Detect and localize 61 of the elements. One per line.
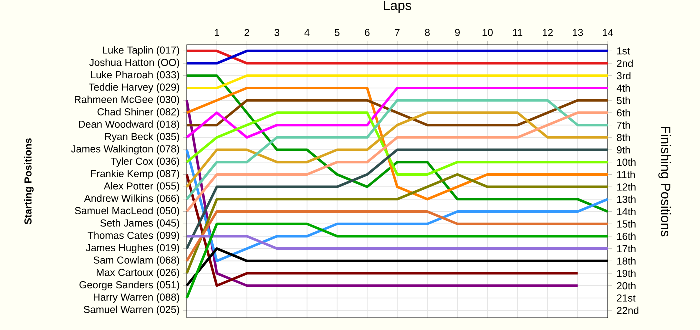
y-tick-label: 5th [617,96,630,104]
x-tick-label: 8 [425,29,430,36]
y-tick-label: 3rd [617,72,631,80]
text: Starting Positions [24,138,34,225]
y-tick-label: 1st [617,48,630,55]
y-tick-label: 16th [617,232,636,240]
text: Frankie Kemp (087) [91,170,180,180]
y-tick-label: 8th [617,134,630,142]
text: Thomas Cates (099) [88,232,180,242]
y-axis-title: Finishing Positions [658,127,672,237]
text: Chad Shiner (082) [98,108,180,118]
y-tick-label: 11th [617,171,636,178]
y-tick-label: 10th [617,158,636,166]
x-tick-label: 9 [455,29,460,36]
y-tick-label: 21st [617,294,636,302]
y-tick-label: 9th [617,146,630,154]
text: George Sanders (051) [80,281,180,291]
x-tick-label: 10 [482,29,493,36]
y-tick-label: 19th [617,270,636,278]
x-tick-label: 3 [274,29,280,36]
y-tick-label: 6th [617,109,630,117]
text: James Hughes (019) [86,244,180,254]
x-tick-label: 7 [395,29,400,36]
y-tick-label: 18th [617,257,636,265]
x-tick-label: 14 [603,29,614,36]
y-tick-label: 7th [617,122,630,130]
x-tick-label: 1 [215,29,220,36]
text: James Walkington (078) [71,145,180,155]
x-tick-label: 5 [334,29,340,36]
y-tick-label: 12th [617,183,636,191]
y-tick-label: 20th [617,282,636,290]
text: Max Cartoux (026) [96,268,180,278]
y-tick-label: 22nd [617,306,639,314]
text: Joshua Hatton (OO) [90,58,180,68]
text: Harry Warren (088) [94,294,180,303]
x-tick-label: 12 [542,29,553,36]
x-tick-label: 6 [365,29,370,36]
text: Luke Pharoah (033) [91,71,180,81]
text: Alex Potter (055) [104,182,180,192]
y-tick-label: 17th [617,245,636,253]
text: Dean Woodward (018) [79,120,180,130]
text: Samuel Warren (025) [84,306,180,316]
x-tick-label: 11 [513,29,523,36]
y-tick-label: 2nd [617,60,633,68]
text: Ryan Beck (035) [105,132,180,142]
x-tick-label: 4 [304,29,310,36]
text: Tyler Cox (036) [111,158,180,168]
y-tick-label: 13th [617,196,636,204]
text: Andrew Wilkins (066) [84,194,180,204]
text: Seth James (045) [100,219,180,229]
text: Rahmeen McGee (030) [75,96,180,106]
x-tick-label: 2 [244,29,250,36]
text: Teddie Harvey (029) [89,84,180,93]
y-tick-label: 15th [617,220,636,228]
text: Sam Cowlam (068) [94,256,180,266]
x-tick-label: 13 [573,29,584,36]
y-tick-label: 4th [616,84,630,92]
y-tick-label: 14th [617,208,636,216]
text: Luke Taplin (017) [103,46,180,56]
text: Samuel MacLeod (050) [75,207,180,216]
x-axis-title: Laps [384,1,412,13]
